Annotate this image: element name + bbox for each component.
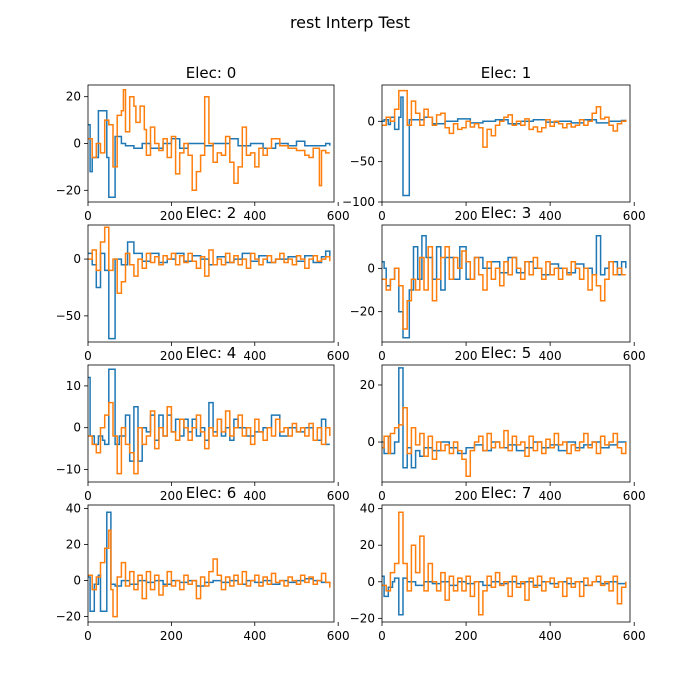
axes-frame [381,84,631,203]
series-group [382,89,627,197]
y-tick-label: −20 [350,611,375,625]
y-tick-label: 0 [367,261,375,275]
series-line-orange [88,226,331,294]
x-tick-label: 600 [327,209,350,223]
x-tick-label: 600 [623,349,646,363]
series-line-orange [382,511,627,616]
x-tick-label: 600 [327,489,350,503]
y-tick-label: 20 [66,538,81,552]
x-tick-label: 600 [623,209,646,223]
y-tick-label: 0 [73,421,81,435]
x-tick-label: 600 [327,629,350,643]
series-line-orange [88,401,331,475]
y-tick-label: 0 [73,137,81,151]
x-tick-label: 0 [84,209,92,223]
subplot-5: Elec: 5 0 200 400 600 0 20 [360,344,646,503]
x-tick-label: 200 [455,629,478,643]
y-tick-label: 0 [367,575,375,589]
x-tick-label: 0 [378,489,386,503]
x-tick-label: 400 [539,629,562,643]
subplot-title: Elec: 2 [186,204,237,222]
x-tick-label: 200 [160,349,183,363]
series-line-orange [88,529,331,618]
figure-title: rest Interp Test [290,13,410,32]
x-tick-label: 200 [455,489,478,503]
x-tick-label: 0 [378,209,386,223]
x-tick-label: 400 [243,349,266,363]
x-tick-label: 600 [623,629,646,643]
subplot-title: Elec: 3 [481,204,532,222]
series-group [382,367,627,478]
axes-frame [381,364,631,483]
y-tick-label: 40 [66,502,81,516]
subplot-title: Elec: 0 [186,64,237,82]
x-tick-label: 0 [84,349,92,363]
y-tick-label: −50 [350,155,375,169]
axes-frame [87,504,335,623]
series-group [88,511,331,618]
subplot-title: Elec: 6 [186,484,237,502]
y-tick-label: 20 [360,378,375,392]
x-tick-label: 0 [84,629,92,643]
y-tick-label: 0 [73,252,81,266]
y-tick-label: 20 [360,538,375,552]
y-tick-label: −20 [350,305,375,319]
x-tick-label: 200 [160,629,183,643]
series-group [382,235,627,339]
series-line-orange [382,245,626,330]
x-tick-label: 200 [455,209,478,223]
axes-frame [87,224,335,343]
x-tick-label: 400 [243,489,266,503]
axes-frame [87,364,335,483]
x-tick-label: 200 [455,349,478,363]
x-tick-label: 0 [378,349,386,363]
series-group [88,88,331,199]
y-tick-label: 0 [73,574,81,588]
y-tick-label: −10 [56,462,81,476]
y-tick-label: −20 [56,183,81,197]
subplot-2: Elec: 2 0 200 400 600 −50 0 [56,204,350,363]
series-group [88,226,331,340]
x-tick-label: 200 [160,209,183,223]
x-tick-label: 400 [539,209,562,223]
y-tick-label: 20 [66,90,81,104]
y-tick-label: 10 [66,379,81,393]
y-tick-label: 0 [367,114,375,128]
x-tick-label: 400 [243,629,266,643]
x-tick-label: 600 [623,489,646,503]
x-tick-label: 600 [327,349,350,363]
subplot-title: Elec: 4 [186,344,237,362]
y-tick-label: 40 [360,502,375,516]
x-tick-label: 0 [84,489,92,503]
series-line-orange [382,407,627,478]
series-line-orange [382,89,627,148]
axes-frame [381,224,631,343]
subplot-title: Elec: 5 [481,344,532,362]
y-tick-label: 0 [367,435,375,449]
series-line-blue [88,241,331,340]
subplot-title: Elec: 1 [481,64,532,82]
series-line-orange [88,88,330,192]
series-group [88,368,331,475]
subplot-title: Elec: 7 [481,484,532,502]
subplot-3: Elec: 3 0 200 400 600 −20 0 [350,204,646,363]
x-tick-label: 400 [539,349,562,363]
y-tick-label: −100 [342,195,375,209]
series-group [382,511,627,616]
x-tick-label: 200 [160,489,183,503]
x-tick-label: 400 [243,209,266,223]
x-tick-label: 400 [539,489,562,503]
axes-frame [381,504,631,623]
x-tick-label: 0 [378,629,386,643]
y-tick-label: −50 [56,309,81,323]
subplot-1: Elec: 1 0 200 400 600 −100 −50 0 [342,64,646,223]
y-tick-label: −20 [56,610,81,624]
